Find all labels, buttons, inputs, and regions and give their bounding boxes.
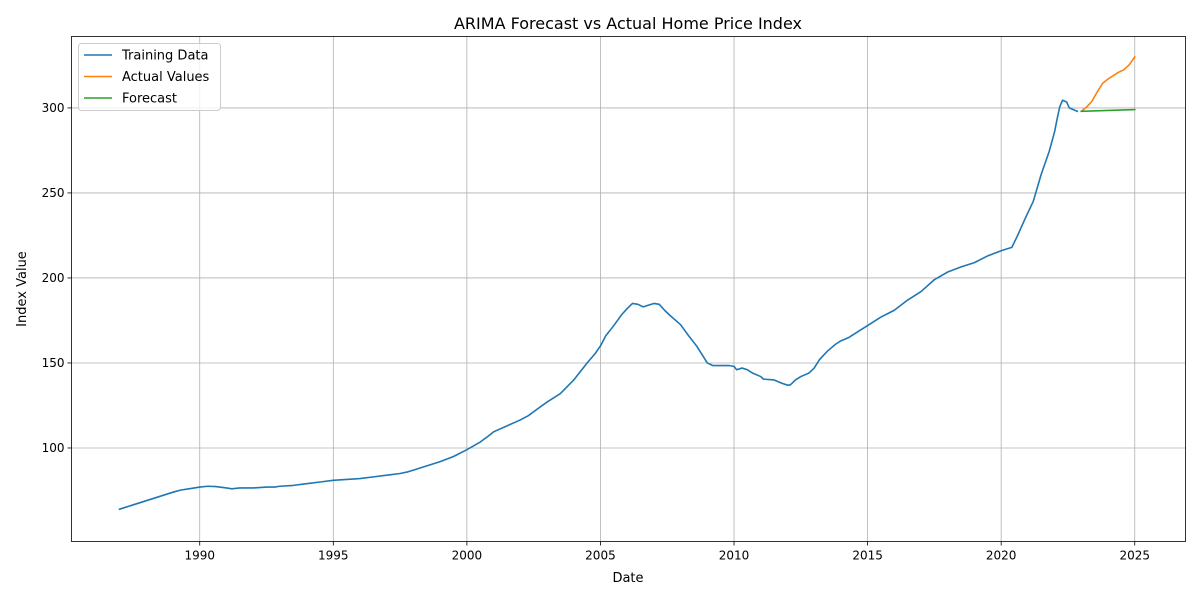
x-tick-label: 2020: [986, 549, 1017, 563]
legend-label-training-data: Training Data: [121, 49, 208, 64]
x-tick-label: 2015: [852, 549, 883, 563]
y-tick-label: 150: [42, 356, 65, 370]
legend-label-actual-values: Actual Values: [122, 70, 210, 85]
axes-frame: [71, 36, 1186, 542]
x-tick-label: 1995: [318, 549, 349, 563]
series-line-training-data: [118, 99, 1079, 511]
y-tick-label: 300: [42, 101, 65, 115]
x-tick-label: 1990: [184, 549, 215, 563]
legend-box: [78, 43, 221, 111]
series-line-forecast: [1080, 108, 1136, 113]
legend-label-forecast: Forecast: [122, 92, 177, 107]
y-axis-label: Index Value: [15, 251, 30, 327]
x-tick-label: 2025: [1119, 549, 1150, 563]
legend: Training Data Actual Values Forecast: [78, 43, 221, 111]
series-line-actual-values: [1080, 55, 1136, 113]
chart-title: ARIMA Forecast vs Actual Home Price Inde…: [454, 14, 802, 33]
x-axis: 1990 1995 2000 2005 2010 2015 2020 2025: [184, 541, 1150, 563]
y-tick-label: 250: [42, 186, 65, 200]
x-tick-label: 2005: [585, 549, 616, 563]
y-tick-label: 100: [42, 441, 65, 455]
y-tick-label: 200: [42, 271, 65, 285]
series-lines: [118, 55, 1136, 511]
y-axis: 100 150 200 250 300: [42, 101, 72, 455]
x-tick-label: 2010: [719, 549, 750, 563]
x-axis-label: Date: [612, 571, 643, 586]
grid: [71, 36, 1186, 542]
x-tick-label: 2000: [452, 549, 483, 563]
